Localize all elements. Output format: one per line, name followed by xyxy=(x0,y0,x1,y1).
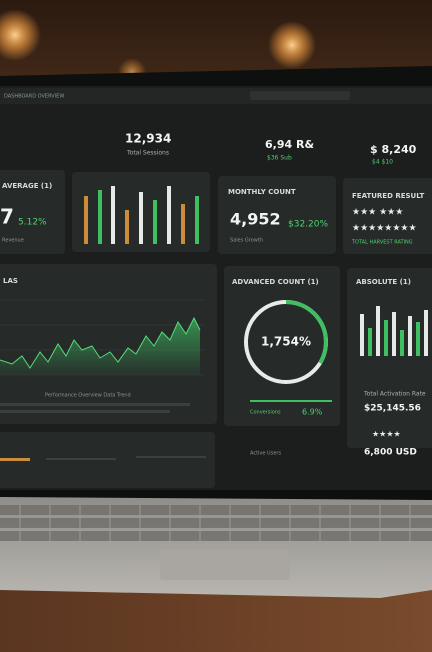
top-bar xyxy=(0,88,432,104)
row-label: Active Users xyxy=(250,451,281,457)
key-gaps xyxy=(19,505,411,541)
card-change: $32.20% xyxy=(288,220,328,230)
gauge-arc xyxy=(285,300,328,365)
laptop-base xyxy=(0,488,432,598)
bar-decoration xyxy=(84,186,199,244)
progress xyxy=(250,400,332,402)
breadcrumb: DASHBOARD OVERVIEW xyxy=(4,94,64,100)
card-title: ADVANCED COUNT (1) xyxy=(232,278,319,286)
keyboard xyxy=(0,505,432,541)
progress xyxy=(0,458,30,461)
stat-label: Total Sessions xyxy=(126,150,169,157)
card-sub: TOTAL HARVEST RATING xyxy=(351,240,413,246)
bokeh xyxy=(268,21,316,69)
bar-decoration xyxy=(360,306,428,356)
card xyxy=(343,178,432,254)
stars: ★★★ ★★★ xyxy=(352,208,403,218)
card-change: 5.12% xyxy=(18,218,47,228)
card xyxy=(0,170,65,254)
card xyxy=(218,176,336,254)
row-label: Conversions xyxy=(250,410,281,416)
card-title: FEATURED RESULT xyxy=(352,192,425,200)
card-sub: Sales Growth xyxy=(230,238,263,244)
card-sub: Total Activation Rate xyxy=(363,391,426,398)
card-note: Performance Overview Data Trend xyxy=(45,393,131,399)
card xyxy=(0,264,217,424)
stat-label: $4 $10 xyxy=(372,159,393,166)
stat-value: $ 8,240 xyxy=(370,143,417,156)
progress xyxy=(46,458,116,460)
card-value: $25,145.56 xyxy=(364,404,421,414)
trackpad xyxy=(160,550,290,580)
bokeh xyxy=(0,9,41,61)
text-placeholder xyxy=(0,403,190,406)
card-value: 4,952 xyxy=(230,210,281,229)
card-title: ABSOLUTE (1) xyxy=(356,278,411,286)
stat-value: 6,94 R& xyxy=(265,138,314,151)
card-title: LAS xyxy=(3,277,18,285)
progress xyxy=(136,456,206,458)
search[interactable] xyxy=(250,91,350,100)
card-title: MONTHLY COUNT xyxy=(228,188,296,196)
card-value: 7 xyxy=(0,205,14,229)
stat-label: $36 Sub xyxy=(267,155,292,162)
card xyxy=(224,266,340,426)
stat-value: 12,934 xyxy=(125,132,171,146)
gauge-value: 1,754% xyxy=(261,335,311,349)
card xyxy=(347,268,432,448)
card-bottom: 6,800 USD xyxy=(364,448,417,458)
line-decoration xyxy=(0,316,201,369)
row-value: 6.9% xyxy=(302,408,323,417)
text-placeholder xyxy=(0,410,170,413)
area-decoration xyxy=(0,318,200,375)
stars: ★★★★ xyxy=(372,430,401,439)
card-sub: Revenue xyxy=(2,238,24,244)
stars: ★★★★★★★★ xyxy=(352,224,417,234)
card-title: AVERAGE (1) xyxy=(2,182,52,190)
